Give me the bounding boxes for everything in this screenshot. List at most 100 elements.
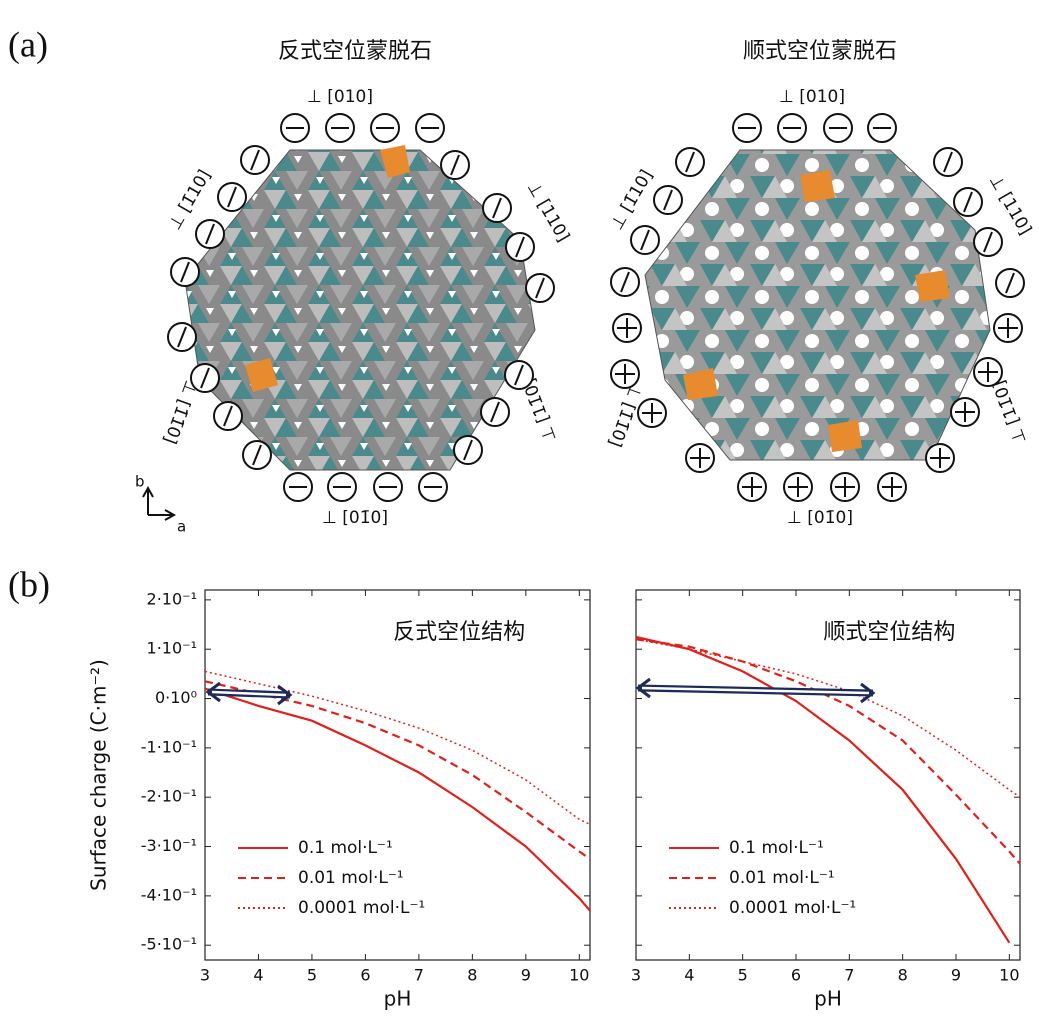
direction-label: ⊥ [11̄0] [989, 378, 1030, 447]
structure-left [184, 149, 536, 471]
axis-label: a [177, 518, 186, 536]
octahedron [828, 420, 862, 452]
charge-sign [227, 186, 237, 208]
x-tick-label: 3 [631, 966, 641, 985]
charge-sign [788, 477, 808, 497]
legend-label: 0.1 mol·L⁻¹ [729, 838, 824, 858]
charge-sign [690, 448, 710, 468]
x-tick-label: 9 [521, 966, 531, 985]
x-tick-label: 5 [738, 966, 748, 985]
structure-title: 反式空位蒙脱石 [278, 39, 432, 64]
legend-label: 0.01 mol·L⁻¹ [729, 868, 835, 888]
charge-sign [978, 362, 998, 382]
y-tick-label: -5·10⁻¹ [141, 935, 197, 954]
x-tick-label: 10 [999, 966, 1019, 985]
charge-sign [535, 277, 545, 299]
axis-arrows [142, 485, 177, 521]
annotation: 顺式空位结构 [823, 619, 955, 644]
x-tick-label: 6 [360, 966, 370, 985]
legend-label: 0.0001 mol·L⁻¹ [729, 898, 856, 918]
plot-frame [635, 589, 1021, 961]
legend-label: 0.01 mol·L⁻¹ [298, 868, 404, 888]
series-line [635, 635, 1011, 944]
charge-sign [930, 448, 950, 468]
charge-sign [205, 223, 215, 245]
x-axis-label: pH [384, 987, 412, 1011]
series-line [204, 670, 591, 825]
axis-label: b [135, 473, 145, 491]
direction-label: ⊥ [010] [307, 87, 373, 107]
charge-sign [490, 401, 500, 423]
series-line [635, 638, 1021, 865]
y-tick-label: 1·10⁻¹ [147, 639, 197, 658]
x-tick-label: 6 [791, 966, 801, 985]
charge-sign [250, 149, 260, 171]
octahedron [800, 170, 835, 202]
charge-sign [955, 402, 975, 422]
charge-sign [943, 151, 953, 173]
x-tick-label: 4 [684, 966, 694, 985]
octahedron [683, 368, 718, 400]
charge-sign [615, 364, 635, 384]
charge-sign [515, 236, 525, 258]
charge-sign [640, 229, 650, 251]
panel-a: (a) 反式空位蒙脱石 顺式空位蒙脱石 ⊥ [010] ⊥ [1̄10] ⊥ [… [8, 24, 1035, 535]
x-tick-label: 7 [414, 966, 424, 985]
x-tick-label: 7 [844, 966, 854, 985]
y-tick-label: 0·10⁰ [155, 688, 197, 707]
panel-label: (a) [8, 24, 48, 64]
legend-label: 0.0001 mol·L⁻¹ [298, 898, 425, 918]
charge-sign [617, 318, 637, 338]
x-tick-label: 4 [253, 966, 263, 985]
plot-frame [204, 589, 591, 961]
charge-sign [983, 231, 993, 253]
charge-sign [514, 364, 524, 386]
arrow-head [205, 681, 293, 706]
structure-title: 顺式空位蒙脱石 [743, 39, 897, 64]
y-tick-label: -1·10⁻¹ [141, 737, 197, 756]
charge-sign [200, 367, 210, 389]
x-tick-label: 8 [898, 966, 908, 985]
x-tick-label: 3 [200, 966, 210, 985]
y-tick-label: -2·10⁻¹ [141, 787, 197, 806]
panel-label: (b) [8, 564, 50, 604]
charge-sign [882, 477, 902, 497]
double-arrow-inner [211, 690, 287, 697]
charge-sign [492, 197, 502, 219]
series-line [635, 638, 1021, 798]
charge-sign [642, 403, 662, 423]
charge-sign [1005, 272, 1015, 294]
charge-sign [252, 444, 262, 466]
charge-sign [450, 154, 460, 176]
y-tick-label: -3·10⁻¹ [141, 836, 197, 855]
series-line [204, 680, 591, 860]
series-line [204, 687, 591, 912]
charge-sign [998, 318, 1018, 338]
x-tick-label: 9 [951, 966, 961, 985]
charge-sign [223, 405, 233, 427]
charge-sign [742, 477, 762, 497]
charge-sign [685, 151, 695, 173]
y-tick-label: -4·10⁻¹ [141, 885, 197, 904]
octahedron [915, 270, 950, 302]
direction-label: ⊥ [110] [523, 178, 573, 245]
charge-sign [963, 191, 973, 213]
x-tick-label: 10 [569, 966, 589, 985]
x-tick-label: 5 [307, 966, 317, 985]
x-tick-label: 8 [467, 966, 477, 985]
direction-label: ⊥ [01̄0] [322, 508, 388, 528]
charge-sign [620, 271, 630, 293]
direction-label: ⊥ [01̄0] [787, 508, 853, 528]
charge-sign [177, 326, 187, 348]
direction-label: ⊥ [010] [779, 87, 845, 107]
annotation: 反式空位结构 [393, 619, 525, 644]
x-axis-label: pH [814, 987, 842, 1011]
charge-sign [663, 189, 673, 211]
charge-sign [180, 261, 190, 283]
octahedron [380, 145, 410, 178]
y-tick-label: 2·10⁻¹ [147, 589, 197, 608]
direction-label: ⊥ [1̄10] [607, 166, 657, 233]
charge-sign [835, 477, 855, 497]
y-axis-label: Surface charge (C·m⁻²) [87, 659, 111, 891]
